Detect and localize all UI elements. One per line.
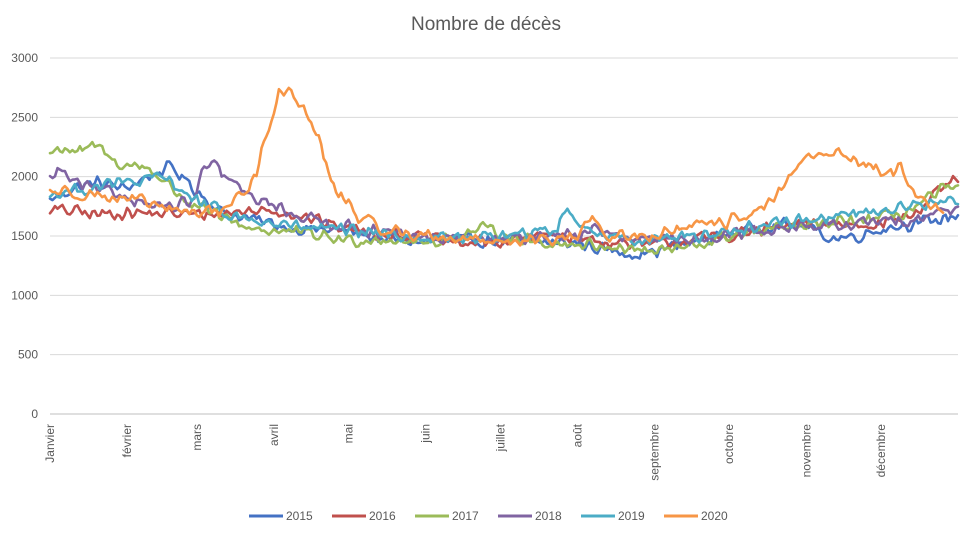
y-tick-label: 3000: [11, 51, 38, 65]
series-line-2018: [48, 159, 960, 246]
series-lines: [48, 86, 960, 260]
y-tick-label: 2000: [11, 170, 38, 184]
y-tick-label: 0: [31, 407, 38, 421]
legend-label-2018: 2018: [535, 509, 562, 523]
legend-label-2020: 2020: [701, 509, 728, 523]
y-axis-ticks: 0 500 1000 1500 2000 2500 3000: [11, 51, 38, 421]
x-month-label: avril: [267, 424, 281, 446]
legend: 2015 2016 2017 2018 2019 2020: [249, 509, 728, 523]
y-tick-label: 500: [18, 348, 38, 362]
x-month-label: mars: [190, 424, 204, 451]
x-month-label: février: [120, 424, 134, 457]
x-month-label: juin: [419, 424, 433, 444]
series-line-2019: [48, 171, 960, 247]
series-line-2020: [48, 86, 945, 247]
x-month-label: septembre: [648, 424, 662, 481]
legend-label-2016: 2016: [369, 509, 396, 523]
x-month-label: juillet: [493, 423, 507, 452]
x-axis-month-labels: Janvier février mars avril mai juin juillet aoû…: [43, 423, 888, 480]
x-month-label: août: [570, 423, 584, 447]
y-tick-label: 1000: [11, 288, 38, 302]
legend-label-2017: 2017: [452, 509, 479, 523]
legend-label-2015: 2015: [286, 509, 313, 523]
x-month-label: octobre: [722, 424, 736, 464]
x-month-label: mai: [342, 424, 356, 443]
legend-label-2019: 2019: [618, 509, 645, 523]
x-month-label: décembre: [874, 424, 888, 478]
y-tick-label: 2500: [11, 110, 38, 124]
chart-title: Nombre de décès: [411, 14, 561, 35]
x-month-label: novembre: [799, 424, 813, 478]
x-month-label: Janvier: [43, 424, 57, 463]
y-tick-label: 1500: [11, 229, 38, 243]
